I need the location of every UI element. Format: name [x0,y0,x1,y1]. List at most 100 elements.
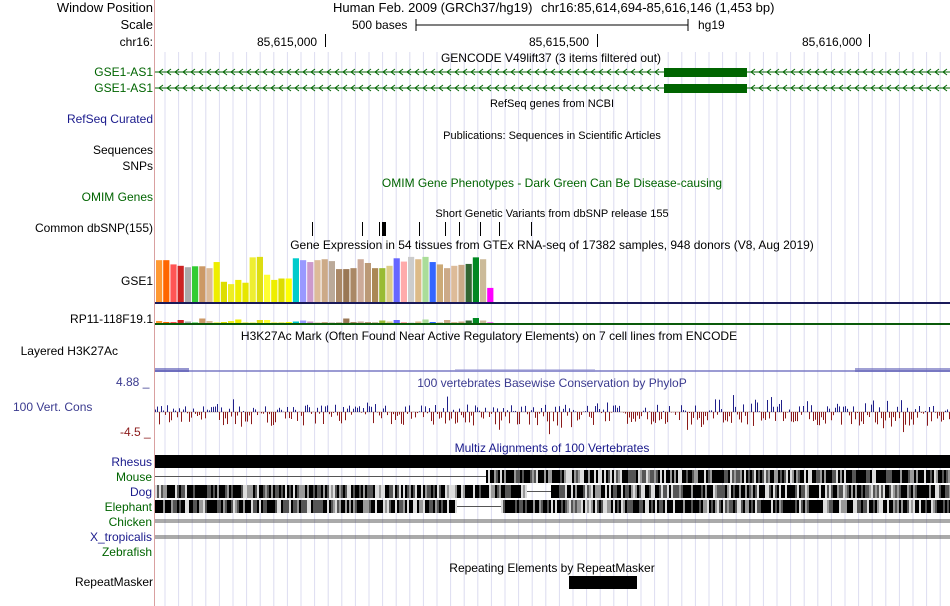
strand-arrow [438,68,444,76]
alignment-block [607,500,609,513]
alignment-block [618,470,620,483]
h3k27ac-track-label[interactable]: Layered H3K27Ac [20,344,118,358]
phylop-bar [665,412,666,424]
rmsk-track-label[interactable]: RepeatMasker [74,575,153,589]
gtex-bar-gse1 [350,268,357,302]
strand-arrow [238,68,244,76]
rmsk-track-title[interactable]: Repeating Elements by RepeatMasker [449,561,655,575]
rmsk-repeat-element[interactable] [569,576,637,589]
pubs-snps-label[interactable]: SNPs [122,159,153,173]
alignment-block [589,485,591,498]
gtex-expression-bars[interactable] [155,253,950,328]
alignment-block [726,470,728,483]
multiz-species-chicken[interactable]: Chicken [108,515,152,529]
strand-arrow [574,84,580,92]
alignment-block [893,485,895,498]
phylop-bar [521,406,522,412]
omim-track-label[interactable]: OMIM Genes [81,190,153,204]
pubs-track-title[interactable]: Publications: Sequences in Scientific Ar… [443,130,661,142]
alignment-block [851,500,853,513]
gencode-gene-label-1[interactable]: GSE1-AS1 [94,65,153,79]
gtex-bar-rp11 [451,322,458,323]
refseq-track-title[interactable]: RefSeq genes from NCBI [489,98,615,110]
strand-arrow [342,84,348,92]
gtex-bar-rp11 [170,322,177,323]
gtex-bar-rp11 [415,321,422,323]
gtex-gene-label-gse1[interactable]: GSE1 [120,274,153,288]
gencode-gene-label-2[interactable]: GSE1-AS1 [94,81,153,95]
alignment-block [673,485,675,498]
dbsnp-track-label[interactable]: Common dbSNP(155) [34,221,153,235]
alignment-block [387,485,389,498]
alignment-block [205,485,207,498]
alignment-block [663,500,665,513]
phylop-conservation-wiggle[interactable] [155,390,950,438]
phylop-bar [337,412,338,416]
h3k27ac-track-title[interactable]: H3K27Ac Mark (Often Found Near Active Re… [240,329,738,343]
h3k27ac-signal[interactable] [155,368,950,374]
alignment-block [789,500,791,513]
multiz-species-rhesus[interactable]: Rhesus [111,455,152,469]
alignment-block [797,500,799,513]
strand-arrow [422,68,428,76]
gtex-bar-rp11 [364,322,371,323]
alignment-block [825,500,827,513]
alignment-block [311,485,313,498]
alignment-block [860,470,862,483]
alignment-block [813,485,815,498]
phylop-track-label[interactable]: 100 Vert. Cons [13,400,93,414]
phylop-track-title[interactable]: 100 vertebrates Basewise Conservation by… [417,376,687,390]
alignment-block [517,500,519,513]
strand-arrow [566,84,572,92]
alignment-block [549,500,551,513]
phylop-bar [631,412,632,422]
multiz-species-mouse[interactable]: Mouse [115,470,152,484]
gtex-bar-gse1 [199,266,206,302]
gtex-bar-rp11 [206,321,213,323]
alignment-block [657,500,659,513]
pubs-sequences-label[interactable]: Sequences [92,143,153,157]
dbsnp-track-title[interactable]: Short Genetic Variants from dbSNP releas… [435,208,669,220]
gencode-gene-models[interactable] [155,64,950,96]
alignment-block [417,500,419,513]
refseq-track-label[interactable]: RefSeq Curated [66,112,153,126]
multiz-species-elephant[interactable]: Elephant [104,500,152,514]
phylop-bar [849,412,850,416]
strand-arrow [542,68,548,76]
gtex-track-title[interactable]: Gene Expression in 54 tissues from GTEx … [290,238,814,252]
strand-arrow [790,84,796,92]
phylop-bar [193,408,194,412]
phylop-bar [537,412,538,426]
alignment-block [692,470,694,483]
gtex-bar-gse1 [422,256,429,302]
omim-track-title[interactable]: OMIM Gene Phenotypes - Dark Green Can Be… [381,176,723,190]
phylop-bar [199,412,200,416]
multiz-track-title[interactable]: Multiz Alignments of 100 Vertebrates [454,441,650,455]
strand-arrow [278,68,284,76]
dbsnp-variants[interactable] [155,220,950,238]
alignment-block [447,500,449,513]
alignment-block [621,500,623,513]
alignment-block [510,470,512,483]
strand-arrow [646,84,652,92]
gtex-bar-gse1 [235,279,242,302]
gencode-track-title[interactable]: GENCODE V49lift37 (3 items filtered out) [440,51,662,65]
gtex-bar-rp11 [343,318,350,323]
gtex-bar-gse1 [343,269,350,302]
phylop-bar [653,412,654,422]
gtex-gene-label-rp11[interactable]: RP11-118F19.1 [70,312,153,326]
alignment-block [627,500,629,513]
strand-arrow [606,68,612,76]
alignment-block [305,485,307,498]
multiz-species-x-tropicalis[interactable]: X_tropicalis [89,530,152,544]
alignment-block [917,500,919,513]
strand-arrow [926,84,932,92]
multiz-species-dog[interactable]: Dog [129,485,152,499]
alignment-block [285,500,287,513]
multiz-species-zebrafish[interactable]: Zebrafish [101,545,152,559]
phylop-bar [341,412,342,424]
multiz-alignment-blocks[interactable] [155,454,950,544]
alignment-block [353,500,355,513]
alignment-block [213,500,215,513]
